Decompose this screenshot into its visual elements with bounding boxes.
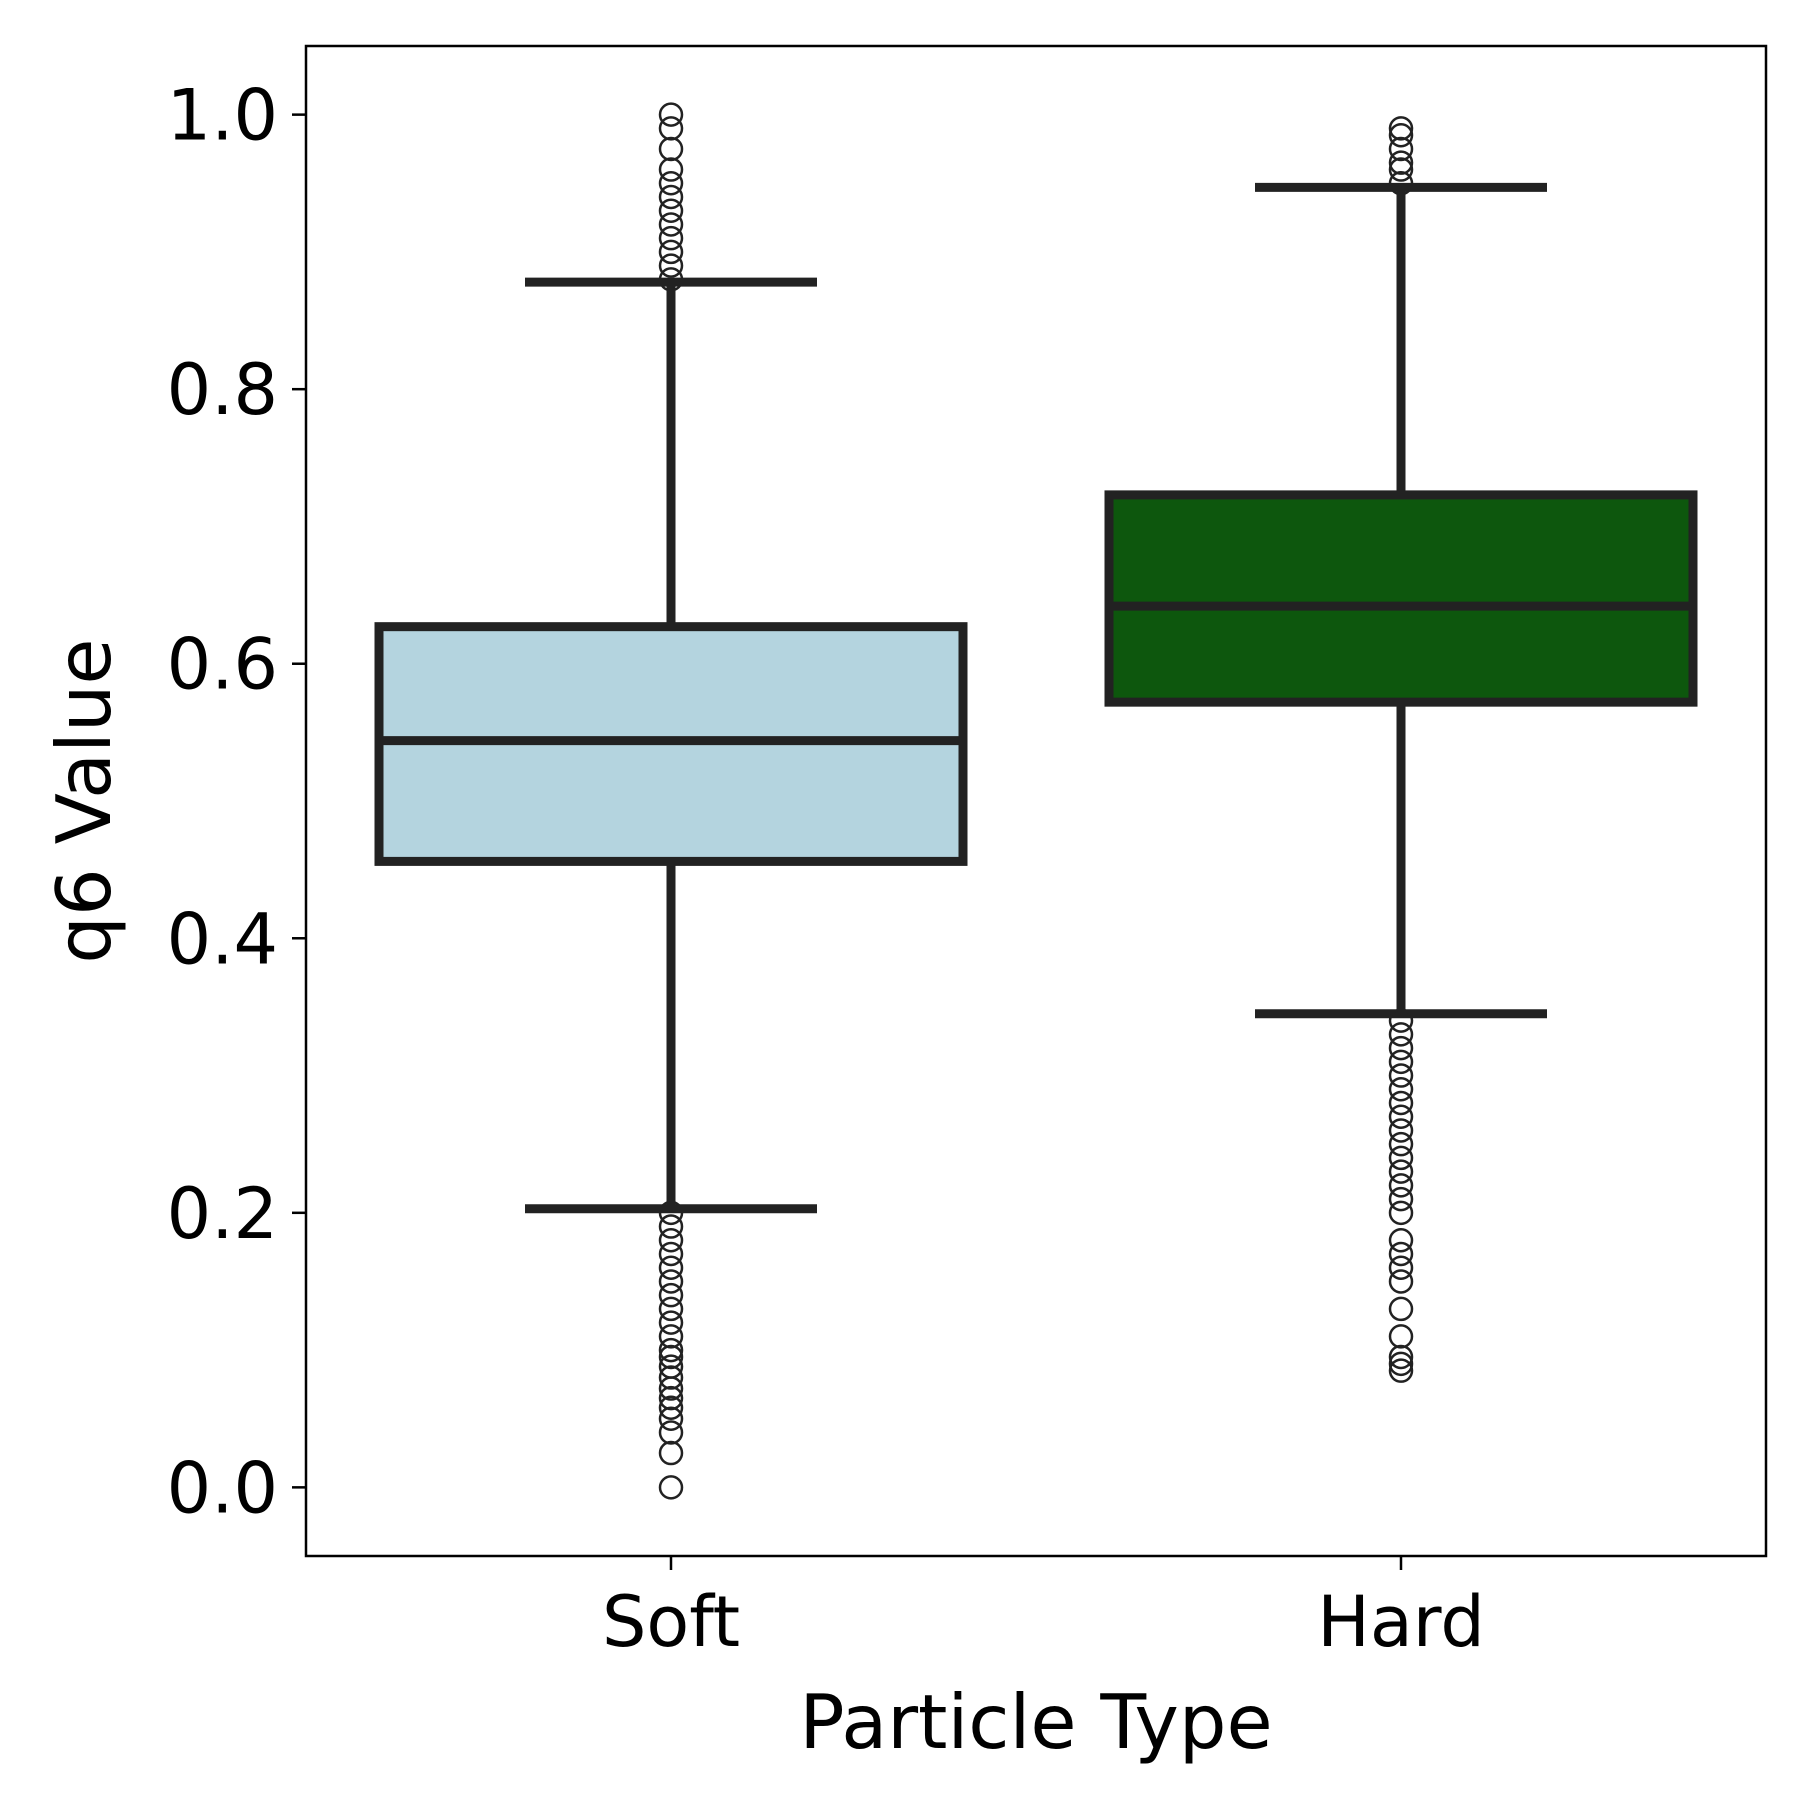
outlier-point-soft [658, 1296, 684, 1322]
outlier-point-soft [658, 1324, 684, 1349]
outlier-point-hard [1388, 1296, 1414, 1322]
outlier-point-soft [658, 1440, 684, 1466]
outlier-point-hard [1388, 1173, 1414, 1198]
outlier-point-hard [1388, 150, 1414, 175]
outlier-point-hard [1388, 1159, 1414, 1184]
outlier-point-hard [1388, 1241, 1414, 1267]
y-tick-label: 1.0 [167, 75, 278, 157]
outlier-point-hard [1388, 1358, 1414, 1383]
outlier-point-soft [658, 136, 684, 162]
outlier-point-soft [658, 1200, 684, 1226]
y-tick-label: 0.2 [167, 1173, 278, 1255]
outlier-point-hard [1388, 1269, 1414, 1294]
outlier-point-soft [658, 184, 684, 210]
outlier-point-hard [1388, 1022, 1414, 1047]
outlier-point-soft [658, 1310, 684, 1335]
outlier-point-hard [1388, 1228, 1414, 1253]
outlier-point-soft [658, 1385, 684, 1411]
outlier-point-soft [658, 239, 684, 265]
y-tick-label: 0.4 [167, 898, 278, 980]
marks-layer [374, 102, 1698, 1500]
outlier-point-soft [658, 1344, 684, 1370]
y-tick-label: 0.8 [167, 349, 278, 431]
outlier-point-hard [1388, 1255, 1414, 1280]
outlier-point-soft [658, 1282, 684, 1308]
outlier-point-soft [658, 1420, 684, 1445]
outlier-point-hard [1388, 1035, 1414, 1061]
outlier-point-soft [658, 267, 684, 292]
outlier-point-soft [658, 198, 684, 223]
y-tick-label: 0.0 [167, 1447, 278, 1529]
outlier-point-soft [658, 1354, 684, 1379]
outlier-point-hard [1388, 136, 1414, 162]
y-tick-label: 0.6 [167, 624, 278, 706]
outlier-point-hard [1388, 1344, 1414, 1370]
outlier-point-soft [658, 1255, 684, 1280]
outlier-point-soft [658, 157, 684, 182]
outlier-point-hard [1388, 1186, 1414, 1212]
outlier-point-soft [658, 1365, 684, 1390]
outlier-point-soft [658, 1228, 684, 1253]
x-axis-title: Particle Type [799, 1678, 1272, 1766]
box-group-hard [1104, 116, 1698, 1383]
outlier-point-soft [658, 1395, 684, 1420]
outlier-point-soft [658, 1214, 684, 1239]
x-tick-label-hard: Hard [1317, 1581, 1485, 1663]
outlier-point-soft [658, 1337, 684, 1363]
outlier-point-hard [1388, 171, 1414, 196]
outlier-point-hard [1388, 157, 1414, 182]
outlier-point-soft [658, 212, 684, 237]
outlier-point-soft [658, 1406, 684, 1431]
outlier-point-hard [1388, 1118, 1414, 1143]
outlier-point-soft [658, 171, 684, 196]
outlier-point-hard [1388, 1104, 1414, 1129]
outlier-point-soft [658, 225, 684, 251]
outlier-point-hard [1388, 1131, 1414, 1157]
outlier-point-hard [1388, 1200, 1414, 1226]
outlier-point-hard [1388, 1077, 1414, 1102]
ticks-layer: Soft Hard 0.0 0.2 0.4 0.6 0.8 1.0 [167, 75, 1485, 1663]
axes-layer [304, 44, 1768, 1558]
outlier-point-hard [1388, 1145, 1414, 1171]
outlier-point-soft [658, 1475, 684, 1500]
outlier-point-soft [658, 1241, 684, 1267]
box-hard [1104, 490, 1698, 707]
outlier-point-hard [1388, 1008, 1414, 1033]
outlier-point-hard [1388, 1351, 1414, 1377]
x-tick-label-soft: Soft [602, 1581, 740, 1663]
plot-frame [304, 44, 1768, 1558]
outlier-point-hard [1388, 1324, 1414, 1349]
outlier-point-hard [1388, 1049, 1414, 1075]
y-axis-title: q6 Value [40, 638, 128, 963]
outlier-point-soft [658, 253, 684, 278]
outlier-point-soft [658, 116, 684, 141]
outlier-point-hard [1388, 116, 1414, 141]
outlier-point-soft [658, 1269, 684, 1294]
outlier-point-hard [1388, 1090, 1414, 1116]
outlier-point-soft [658, 102, 684, 127]
outlier-point-hard [1388, 122, 1414, 148]
outlier-point-hard [1388, 1063, 1414, 1088]
box-group-soft [374, 102, 968, 1500]
